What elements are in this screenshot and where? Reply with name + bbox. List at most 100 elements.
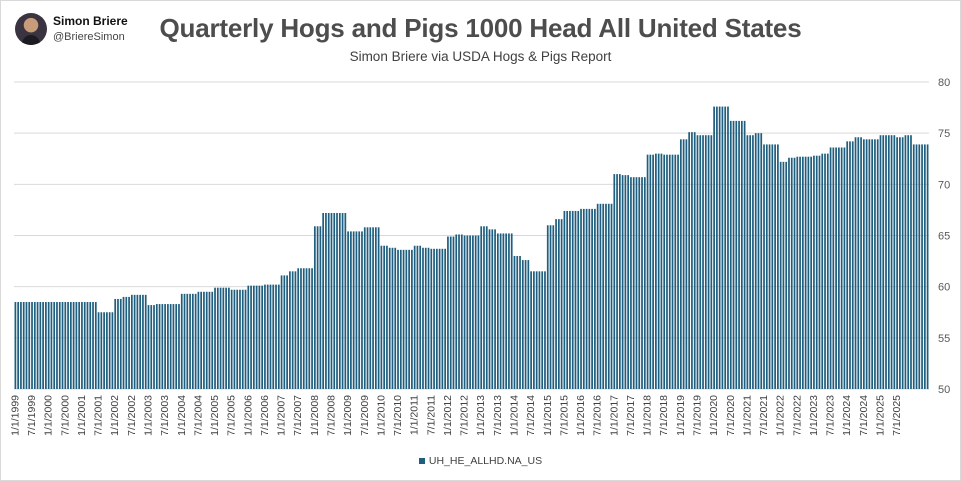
bar bbox=[203, 291, 205, 389]
bar bbox=[358, 231, 361, 389]
x-tick-label: 1/1/2024 bbox=[841, 395, 853, 436]
bar bbox=[119, 298, 122, 389]
bar bbox=[799, 156, 801, 389]
bar bbox=[599, 203, 602, 389]
bar bbox=[546, 225, 549, 389]
bar bbox=[128, 296, 130, 389]
bar bbox=[610, 203, 613, 389]
bar bbox=[197, 291, 200, 389]
y-tick-label: 50 bbox=[938, 384, 950, 396]
bar bbox=[449, 236, 452, 389]
bar bbox=[61, 302, 64, 389]
bar bbox=[876, 139, 879, 389]
bar bbox=[785, 161, 788, 389]
x-tick-label: 7/1/2023 bbox=[825, 395, 837, 436]
x-tick-label: 1/1/2008 bbox=[309, 395, 321, 436]
bar bbox=[480, 226, 483, 389]
bar bbox=[433, 248, 435, 389]
bar bbox=[388, 247, 391, 389]
bar bbox=[655, 153, 657, 389]
legend-label: UH_HE_ALLHD.NA_US bbox=[428, 455, 543, 467]
bar bbox=[175, 304, 178, 389]
bar bbox=[488, 229, 491, 389]
bar bbox=[871, 139, 874, 389]
bar bbox=[208, 291, 211, 389]
bar bbox=[594, 208, 596, 389]
author-name[interactable]: Simon Briere bbox=[53, 14, 128, 28]
bar bbox=[746, 135, 749, 389]
bar bbox=[496, 233, 499, 389]
bar bbox=[846, 141, 849, 389]
bar bbox=[422, 247, 424, 389]
x-tick-label: 7/1/2017 bbox=[625, 395, 637, 436]
bar bbox=[42, 302, 44, 389]
bar bbox=[269, 284, 272, 389]
x-tick-label: 1/1/2018 bbox=[642, 395, 654, 436]
bar bbox=[31, 302, 33, 389]
x-tick-label: 7/1/2003 bbox=[159, 395, 171, 436]
x-tick-label: 7/1/2016 bbox=[592, 395, 604, 436]
bar bbox=[754, 133, 757, 389]
bar bbox=[386, 245, 388, 389]
bar bbox=[851, 141, 854, 389]
bar bbox=[602, 203, 605, 389]
bar bbox=[632, 177, 635, 389]
bar bbox=[472, 235, 474, 389]
bar bbox=[521, 260, 524, 389]
bar bbox=[765, 144, 768, 389]
bar bbox=[36, 302, 39, 389]
bar bbox=[904, 135, 907, 389]
bar bbox=[821, 153, 824, 389]
bar bbox=[355, 231, 358, 389]
bar bbox=[630, 177, 632, 389]
bar bbox=[114, 298, 117, 389]
x-tick-label: 1/1/2004 bbox=[176, 395, 188, 436]
bar bbox=[926, 144, 929, 389]
bar bbox=[441, 248, 444, 389]
gridlines bbox=[14, 81, 929, 390]
bar bbox=[912, 144, 915, 389]
bar bbox=[918, 144, 921, 389]
bar bbox=[397, 249, 399, 389]
bar bbox=[691, 132, 693, 389]
author-avatar[interactable] bbox=[15, 13, 47, 45]
bar bbox=[139, 294, 142, 389]
x-tick-label: 1/1/2011 bbox=[409, 395, 421, 435]
bar bbox=[646, 154, 649, 389]
bar bbox=[616, 174, 618, 389]
x-tick-label: 7/1/2022 bbox=[791, 395, 803, 436]
bar bbox=[460, 234, 463, 389]
bar bbox=[713, 106, 715, 389]
bar bbox=[158, 304, 161, 389]
bar bbox=[17, 302, 20, 389]
bar bbox=[424, 247, 427, 389]
bar bbox=[316, 226, 319, 389]
bar bbox=[463, 235, 466, 389]
author-handle[interactable]: @BriereSimon bbox=[53, 31, 125, 43]
bar bbox=[172, 304, 175, 389]
bar bbox=[391, 247, 394, 389]
x-tick-label: 7/1/2011 bbox=[425, 395, 437, 435]
bar bbox=[826, 153, 829, 389]
bar bbox=[25, 302, 28, 389]
legend: UH_HE_ALLHD.NA_US bbox=[0, 455, 961, 467]
bar bbox=[882, 135, 885, 389]
bar bbox=[344, 212, 347, 389]
bar bbox=[527, 260, 530, 389]
bar bbox=[613, 174, 616, 389]
bar bbox=[75, 302, 78, 389]
bar bbox=[849, 141, 851, 389]
bar bbox=[677, 154, 679, 389]
bar bbox=[682, 139, 685, 389]
bar bbox=[477, 235, 480, 389]
x-tick-label: 7/1/2012 bbox=[459, 395, 471, 436]
bar bbox=[749, 135, 752, 389]
bar bbox=[768, 144, 771, 389]
bar bbox=[311, 268, 313, 389]
bar bbox=[779, 161, 782, 389]
bar bbox=[874, 139, 876, 389]
bar bbox=[868, 139, 871, 389]
bar bbox=[189, 293, 191, 389]
bar bbox=[372, 227, 374, 389]
chart-subtitle: Simon Briere via USDA Hogs & Pigs Report bbox=[349, 49, 612, 64]
